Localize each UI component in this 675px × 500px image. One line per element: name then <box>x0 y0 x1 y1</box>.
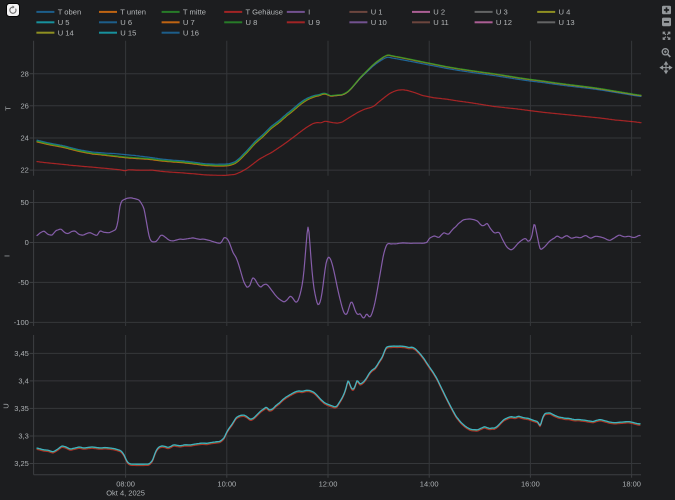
svg-text:3,4: 3,4 <box>18 377 28 386</box>
svg-text:U 11: U 11 <box>433 18 448 27</box>
svg-text:3,3: 3,3 <box>18 432 28 441</box>
svg-text:50: 50 <box>20 198 28 207</box>
svg-text:T oben: T oben <box>58 8 82 17</box>
svg-text:U 4: U 4 <box>559 8 571 17</box>
svg-text:U 1: U 1 <box>371 8 383 17</box>
svg-text:I: I <box>308 8 310 17</box>
svg-text:-100: -100 <box>14 318 29 327</box>
svg-text:I: I <box>3 255 12 257</box>
svg-text:U 8: U 8 <box>246 18 258 27</box>
svg-text:U 10: U 10 <box>371 18 387 27</box>
svg-text:-50: -50 <box>18 278 29 287</box>
svg-text:3,25: 3,25 <box>14 459 29 468</box>
svg-text:T: T <box>4 106 13 111</box>
svg-text:22: 22 <box>20 166 28 175</box>
svg-text:U 5: U 5 <box>58 18 70 27</box>
svg-text:U 7: U 7 <box>183 18 195 27</box>
svg-text:Okt 4, 2025: Okt 4, 2025 <box>106 488 145 497</box>
svg-text:28: 28 <box>20 69 28 78</box>
svg-text:16:00: 16:00 <box>521 479 540 488</box>
svg-text:T unten: T unten <box>120 8 146 17</box>
svg-text:U 13: U 13 <box>559 18 575 27</box>
svg-text:26: 26 <box>20 101 28 110</box>
svg-text:12:00: 12:00 <box>319 479 338 488</box>
svg-text:24: 24 <box>20 134 28 143</box>
svg-text:U: U <box>2 403 11 408</box>
svg-text:08:00: 08:00 <box>116 479 135 488</box>
svg-text:T mitte: T mitte <box>183 8 206 17</box>
svg-text:14:00: 14:00 <box>420 479 439 488</box>
svg-text:10:00: 10:00 <box>217 479 236 488</box>
svg-text:U 6: U 6 <box>120 18 132 27</box>
svg-text:U 3: U 3 <box>496 8 508 17</box>
svg-text:U 14: U 14 <box>58 29 74 38</box>
svg-text:U 16: U 16 <box>183 29 199 38</box>
svg-text:U 9: U 9 <box>308 18 320 27</box>
svg-text:U 2: U 2 <box>433 8 445 17</box>
svg-text:U 15: U 15 <box>120 29 136 38</box>
svg-text:3,45: 3,45 <box>14 349 29 358</box>
svg-text:18:00: 18:00 <box>622 479 641 488</box>
svg-text:T Gehäuse: T Gehäuse <box>246 8 283 17</box>
svg-text:0: 0 <box>25 238 29 247</box>
svg-text:3,35: 3,35 <box>14 404 29 413</box>
svg-text:U 12: U 12 <box>496 18 512 27</box>
